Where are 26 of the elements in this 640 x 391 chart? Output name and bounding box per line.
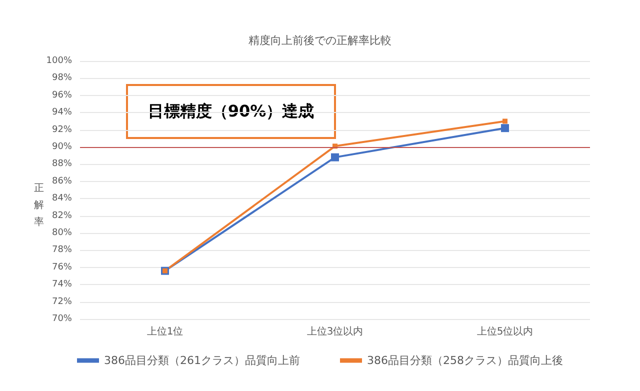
y-tick-label: 80% (52, 228, 72, 238)
y-tick-label: 74% (52, 280, 72, 290)
legend-label: 386品目分類（261クラス）品質向上前 (104, 354, 300, 367)
y-tick-label: 98% (52, 73, 72, 84)
y-tick-label: 76% (52, 262, 72, 272)
y-tick-label: 94% (52, 108, 72, 118)
y-tick-label: 82% (52, 210, 72, 221)
legend-label: 386品目分類（258クラス）品質向上後 (367, 354, 563, 367)
x-tick-label: 上位3位以内 (306, 326, 364, 338)
y-tick-label: 90% (52, 142, 72, 152)
y-tick-label: 100% (46, 56, 72, 66)
y-axis-title: 正解率 (34, 183, 44, 228)
point (502, 118, 508, 124)
y-tick-label: 84% (52, 194, 72, 204)
point (331, 153, 339, 162)
y-tick-label: 86% (52, 176, 72, 186)
y-tick-label: 92% (52, 124, 72, 135)
y-tick-label: 96% (52, 90, 72, 100)
y-tick-label: 72% (52, 296, 72, 307)
x-tick-label: 上位5位以内 (476, 326, 534, 338)
chart-title: 精度向上前後での正解率比較 (248, 34, 392, 47)
y-tick-label: 70% (52, 314, 72, 324)
x-tick-label: 上位1位 (146, 326, 184, 338)
y-tick-label: 88% (52, 159, 72, 170)
point (501, 124, 509, 132)
y-tick-label: 78% (52, 245, 72, 256)
